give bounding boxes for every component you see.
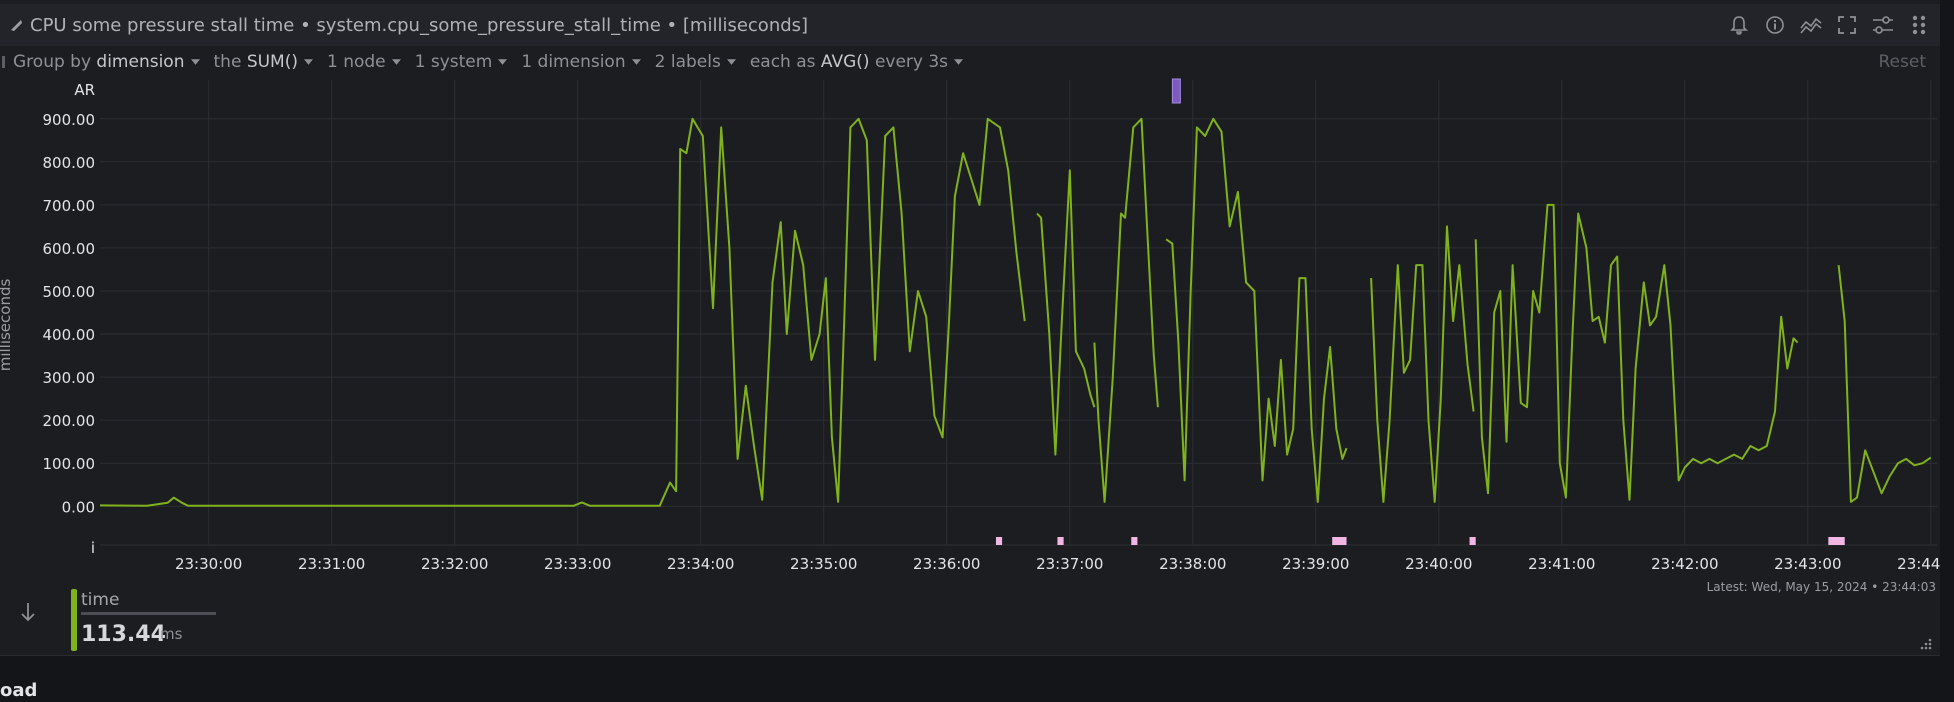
group-by-prefix: Group by — [13, 52, 92, 72]
chevron-down-icon — [391, 58, 401, 67]
info-icon[interactable] — [1762, 12, 1788, 38]
x-tick-label: 23:39:00 — [1282, 555, 1349, 573]
x-tick-label: 23:44:00 — [1897, 555, 1940, 573]
x-tick-label: 23:30:00 — [175, 555, 242, 573]
drag-icon[interactable] — [1906, 12, 1932, 38]
nodes-dropdown[interactable]: 1 node — [327, 52, 401, 72]
arrow-down-icon[interactable] — [18, 600, 40, 626]
anomaly-marker — [1828, 537, 1845, 545]
y-tick-label: 200.00 — [43, 412, 96, 430]
fullscreen-icon[interactable] — [1834, 12, 1860, 38]
dimension-underline — [81, 612, 216, 615]
dimension-value: 113.44 — [81, 622, 166, 647]
dimensions-dropdown[interactable]: 1 dimension — [521, 52, 641, 72]
annotation-marker — [1171, 78, 1181, 104]
chart-context-icon — [8, 16, 26, 34]
x-tick-label: 23:31:00 — [298, 555, 365, 573]
plot-area — [100, 80, 1937, 545]
dimension-unit: ms — [160, 625, 183, 643]
aggregation-dropdown[interactable]: the SUM() — [214, 52, 313, 72]
y-tick-label: 700.00 — [43, 197, 96, 215]
chevron-down-icon — [190, 58, 200, 67]
y-tick-label: 800.00 — [43, 154, 96, 172]
systems-dropdown[interactable]: 1 system — [415, 52, 508, 72]
toolbar-grip-icon — [2, 56, 5, 68]
chevron-down-icon — [726, 58, 736, 67]
anomaly-marker — [995, 537, 1003, 545]
x-tick-label: 23:35:00 — [790, 555, 857, 573]
anomaly-marker — [1332, 537, 1347, 545]
series-line — [1837, 264, 1932, 503]
group-by-value: dimension — [96, 52, 185, 72]
y-tick-label: 900.00 — [43, 111, 96, 129]
chart-title: CPU some pressure stall time • system.cp… — [30, 14, 809, 36]
group-by-dropdown[interactable]: Group by dimension — [13, 52, 200, 72]
latest-timestamp: Latest: Wed, May 15, 2024 • 23:44:03 — [1706, 580, 1936, 594]
chevron-down-icon — [631, 58, 641, 67]
series-line — [1093, 117, 1159, 503]
x-tick-label: 23:33:00 — [544, 555, 611, 573]
systems-label: 1 system — [414, 52, 493, 72]
legend-area: time 113.44 ms Latest: Wed, May 15, 2024… — [0, 580, 1940, 655]
y-tick-label: 300.00 — [43, 369, 96, 387]
anomaly-marker — [1131, 537, 1138, 545]
y-tick-label: 500.00 — [43, 283, 96, 301]
x-tick-label: 23:36:00 — [913, 555, 980, 573]
x-tick-label: 23:38:00 — [1159, 555, 1226, 573]
x-tick-label: 23:32:00 — [421, 555, 488, 573]
chevron-down-icon — [303, 58, 313, 67]
bottom-band-label: i — [91, 539, 95, 557]
labels-dropdown[interactable]: 2 labels — [655, 52, 736, 72]
y-tick-label: 0.00 — [62, 498, 95, 516]
chevron-down-icon — [498, 58, 508, 67]
line-chart[interactable]: 900.00 800.00 700.00 600.00 500.00 400.00 300.… — [0, 0, 1940, 580]
each-value: AVG() — [820, 52, 870, 72]
chart-type-icon[interactable] — [1798, 12, 1824, 38]
x-tick-label: 23:40:00 — [1405, 555, 1472, 573]
y-tick-label: 100.00 — [43, 455, 96, 473]
each-prefix: each as — [749, 52, 816, 72]
chart-title-bar: CPU some pressure stall time • system.cp… — [0, 4, 1940, 46]
y-tick-label: 400.00 — [43, 326, 96, 344]
bell-icon[interactable] — [1726, 12, 1752, 38]
time-aggregation-dropdown[interactable]: each as AVG() every 3s — [749, 52, 964, 72]
x-tick-label: 23:37:00 — [1036, 555, 1103, 573]
chart-panel: CPU some pressure stall time • system.cp… — [0, 0, 1940, 656]
dimension-color-bar — [71, 589, 77, 651]
series-line — [1165, 117, 1348, 503]
labels-label: 2 labels — [654, 52, 721, 72]
anomaly-marker — [1469, 537, 1476, 545]
nodes-label: 1 node — [326, 52, 386, 72]
title-actions — [1726, 4, 1932, 46]
series-line — [99, 117, 1026, 507]
series-line — [1474, 203, 1799, 501]
chart-toolbar: Group by dimension the SUM() 1 node 1 sy… — [0, 48, 1940, 76]
settings-icon[interactable] — [1870, 12, 1896, 38]
series-line — [1370, 225, 1475, 503]
y-axis-title: milliseconds — [0, 279, 14, 372]
resize-grip-icon[interactable] — [1918, 635, 1932, 650]
every-label: every 3s — [874, 52, 949, 72]
series-line — [1036, 169, 1096, 456]
x-tick-label: 23:43:00 — [1774, 555, 1841, 573]
x-tick-label: 23:41:00 — [1528, 555, 1595, 573]
dimensions-label: 1 dimension — [521, 52, 626, 72]
anomaly-marker — [1057, 537, 1064, 545]
next-section-title: oad — [0, 680, 38, 701]
aggregation-value: SUM() — [246, 52, 298, 72]
x-tick-label: 23:42:00 — [1651, 555, 1718, 573]
x-tick-label: 23:34:00 — [667, 555, 734, 573]
chevron-down-icon — [954, 58, 964, 67]
top-band-label: AR — [74, 81, 95, 99]
dimension-name[interactable]: time — [81, 590, 120, 610]
y-tick-label: 600.00 — [43, 240, 96, 258]
reset-button[interactable]: Reset — [1878, 52, 1927, 72]
aggregation-prefix: the — [213, 52, 242, 72]
